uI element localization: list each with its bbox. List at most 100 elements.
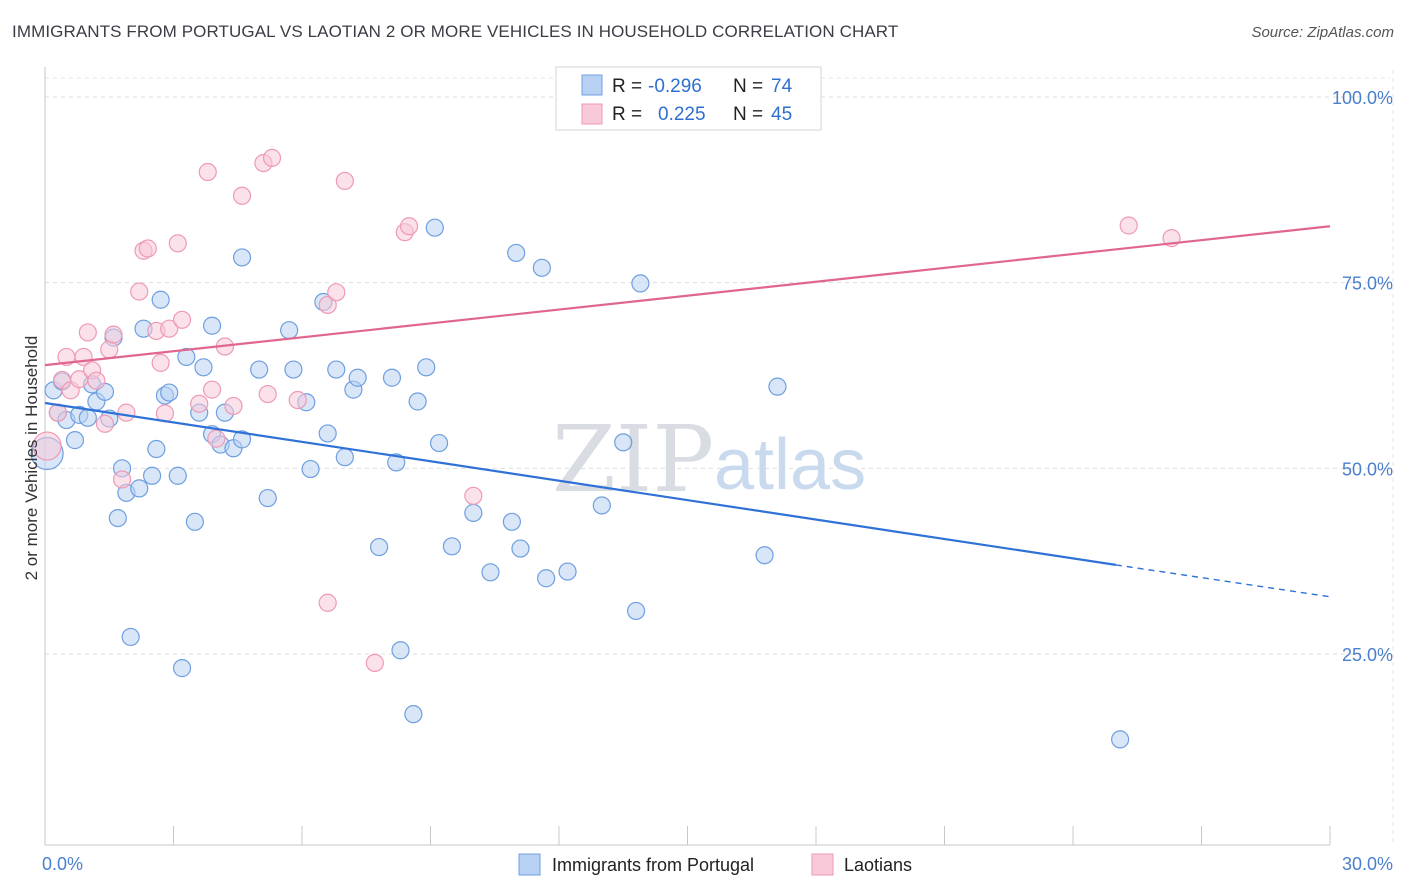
portugal-point [147, 439, 166, 459]
bottom-legend: Immigrants from Portugal Laotians [518, 853, 912, 876]
laotian-point [190, 394, 209, 413]
portugal-point [202, 316, 222, 335]
portugal-point [168, 466, 187, 485]
legend-n-label-portugal: N = [733, 76, 763, 97]
portugal-point [258, 488, 277, 508]
portugal-point [65, 431, 85, 450]
legend-n-value-laotians: 45 [771, 104, 792, 125]
laotian-point [198, 162, 217, 182]
laotian-point [262, 148, 282, 167]
portugal-point [768, 377, 787, 396]
portugal-point [417, 358, 436, 377]
portugal-point [280, 321, 299, 340]
portugal-point [532, 258, 551, 277]
portugal-point [284, 360, 303, 379]
bottom-legend-label-portugal: Immigrants from Portugal [552, 855, 754, 875]
portugal-point [425, 218, 444, 237]
y-tick-label: 25.0% [1342, 645, 1393, 665]
portugal-point [511, 539, 530, 558]
grid-lines [45, 70, 1394, 845]
laotian-point [160, 319, 179, 338]
portugal-point [142, 466, 162, 485]
portugal-point [250, 360, 269, 379]
laotian-point [151, 353, 170, 372]
watermark-atlas: atlas [714, 425, 866, 505]
portugal-point [108, 508, 127, 528]
laotian-point [258, 384, 277, 404]
laotian-point [32, 431, 62, 461]
portugal-point [1111, 730, 1130, 749]
portugal-point [232, 248, 252, 267]
laotian-point [138, 239, 157, 258]
laotian-point [168, 234, 187, 253]
x-tick-label: 30.0% [1342, 854, 1393, 874]
portugal-point [507, 243, 526, 263]
portugal-point [502, 512, 521, 531]
x-tick-label: 0.0% [42, 854, 83, 874]
legend-r-value-laotians: 0.225 [658, 104, 706, 125]
portugal-point [370, 537, 389, 557]
portugal-point [194, 358, 213, 377]
portugal-point [391, 641, 410, 660]
laotian-point [207, 429, 226, 448]
chart-title: IMMIGRANTS FROM PORTUGAL VS LAOTIAN 2 OR… [12, 22, 899, 41]
portugal-point [755, 546, 774, 565]
portugal-point [172, 659, 192, 678]
laotian-point [87, 371, 106, 390]
portugal-point [429, 433, 449, 453]
portugal-point [335, 448, 354, 467]
laotian-point [172, 310, 192, 329]
laotian-point [112, 470, 132, 489]
portugal-point [592, 496, 611, 515]
bottom-legend-swatch-laotians [811, 853, 834, 876]
legend-swatch-portugal [581, 74, 603, 96]
portugal-point [348, 368, 367, 387]
portugal-point [408, 392, 427, 411]
laotian-point [335, 171, 354, 191]
portugal-point [382, 368, 402, 387]
trend-lines [44, 225, 1331, 598]
laotian-point [224, 396, 243, 416]
portugal-point [404, 705, 423, 724]
portugal-point [185, 512, 205, 531]
laotian-point [1119, 216, 1138, 235]
watermark-zip: ZIP [552, 406, 714, 513]
portugal-point [151, 290, 170, 309]
portugal-point [78, 408, 97, 427]
axes: 25.0% 50.0% 75.0% 100.0% 0.0% 30.0% [42, 67, 1393, 874]
y-tick-label: 100.0% [1332, 88, 1393, 108]
portugal-point [318, 424, 337, 443]
portugal-point [387, 453, 406, 472]
laotians-trend-line [44, 225, 1331, 367]
portugal-point [442, 537, 462, 556]
legend-swatch-laotians [581, 103, 603, 125]
legend-r-value-portugal: -0.296 [648, 76, 702, 97]
portugal-point [301, 459, 320, 479]
laotian-point [117, 403, 136, 422]
laotian-point [318, 295, 337, 315]
laotian-point [399, 217, 419, 236]
portugal-point [177, 347, 196, 367]
chart-source: Source: ZipAtlas.com [1251, 24, 1394, 41]
bottom-legend-swatch-portugal [518, 853, 541, 876]
laotian-point [104, 325, 123, 344]
portugal-point [614, 433, 633, 452]
portugal-point [160, 383, 179, 402]
laotian-point [327, 283, 346, 302]
portugal-trend-line [44, 401, 1116, 566]
legend-n-label-laotians: N = [733, 104, 763, 125]
laotian-point [202, 380, 222, 399]
portugal-point [130, 479, 149, 498]
y-axis-label: 2 or more Vehicles in Household [22, 336, 41, 581]
portugal-point [232, 430, 252, 449]
portugal-point [631, 274, 650, 293]
portugal-trend-extension [1115, 564, 1331, 598]
legend-r-label-laotians: R = [612, 104, 642, 125]
data-points [30, 148, 1181, 749]
portugal-point [481, 563, 500, 582]
laotian-point [232, 186, 252, 205]
laotian-point [130, 282, 149, 301]
laotian-point [95, 414, 115, 433]
laotian-point [464, 486, 483, 505]
